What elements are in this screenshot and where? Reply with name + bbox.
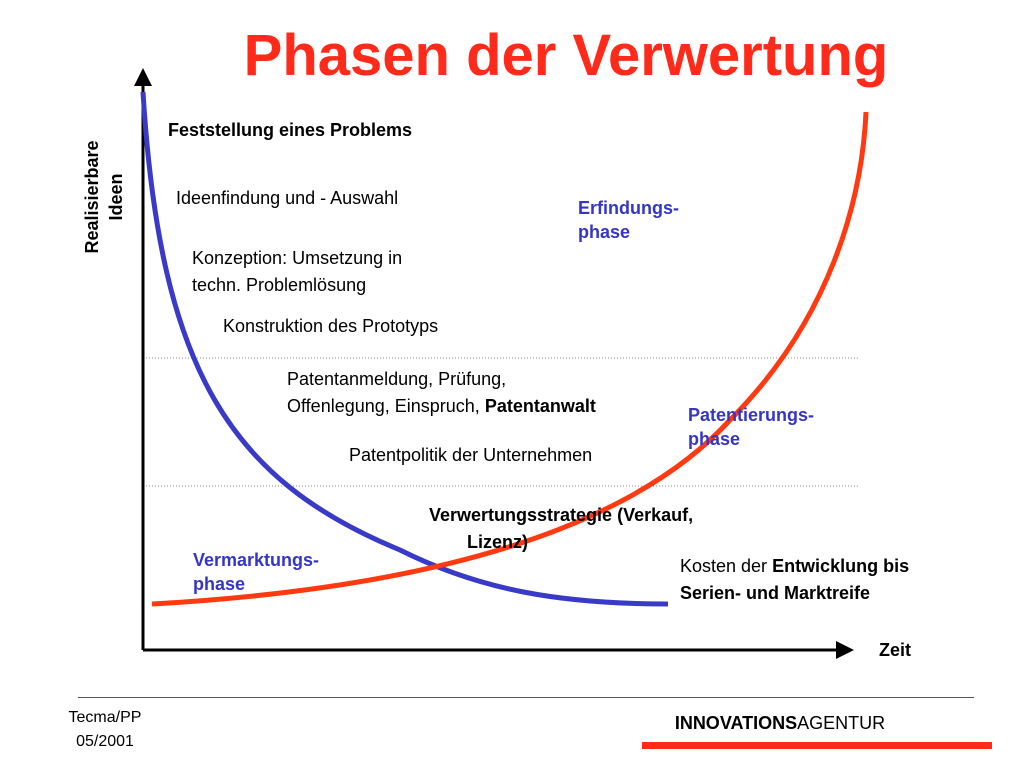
footer-brand-bold: INNOVATIONS (674, 713, 798, 733)
phase-patenting-line2: phase (688, 429, 741, 449)
step-conception: Konzeption: Umsetzung in techn. Probleml… (192, 245, 402, 299)
cost-curve (151, 111, 869, 607)
cost-label: Kosten der Entwicklung bis Serien- und M… (680, 553, 909, 607)
step-patent-line1: Patentanmeldung, Prüfung, (287, 369, 507, 389)
step-problem-identification: Feststellung eines Problems (168, 120, 413, 140)
step-patent-policy: Patentpolitik der Unternehmen (349, 445, 593, 465)
footer-brand-normal: AGENTUR (797, 713, 886, 733)
step-patent-line2: Offenlegung, Einspruch, Patentanwalt (287, 393, 596, 420)
phase-marketing-line2: phase (193, 574, 246, 594)
phase-marketing-line1: Vermarktungs- (193, 550, 320, 570)
y-axis-label-line1: Realisierbare (82, 140, 102, 254)
ideas-curve (140, 91, 669, 607)
step-idea-generation: Ideenfindung und - Auswahl (176, 188, 399, 208)
footer-divider (78, 697, 974, 698)
phase-invention: Erfindungs- phase (578, 196, 679, 244)
x-axis-label: Zeit (879, 640, 912, 660)
step-exploitation-strategy: Verwertungsstrategie (Verkauf, Lizenz) (429, 502, 693, 556)
step-conception-line1: Konzeption: Umsetzung in (192, 248, 403, 268)
phase-patenting-line1: Patentierungs- (688, 405, 815, 425)
cost-label-bold: Entwicklung bis (772, 556, 910, 576)
footer-source: Tecma/PP 05/2001 (30, 706, 180, 754)
step-conception-line2: techn. Problemlösung (192, 275, 367, 295)
step-patent-line2-text: Offenlegung, Einspruch, (287, 396, 485, 416)
step-patent-application: Patentanmeldung, Prüfung, Offenlegung, E… (287, 366, 596, 420)
phase-patenting: Patentierungs- phase (688, 403, 814, 451)
step-prototype: Konstruktion des Prototyps (223, 316, 439, 336)
phase-marketing: Vermarktungs- phase (193, 548, 319, 596)
footer-source-date: 05/2001 (76, 733, 134, 750)
y-axis-arrow (134, 68, 152, 86)
cost-label-line2: Serien- und Marktreife (680, 583, 871, 603)
cost-label-line1: Kosten der Entwicklung bis (680, 553, 909, 580)
y-axis-label: Realisierbare Ideen (80, 132, 130, 262)
footer-accent-bar (642, 742, 992, 749)
x-axis-arrow (836, 641, 854, 659)
step-patent-attorney: Patentanwalt (484, 396, 596, 416)
footer-brand: INNOVATIONSAGENTUR (640, 713, 920, 734)
step-strategy-line2: Lizenz) (467, 532, 528, 552)
slide-title: Phasen der Verwertung (243, 23, 889, 88)
phase-invention-line1: Erfindungs- (578, 198, 679, 218)
y-axis-label-line2: Ideen (106, 173, 126, 221)
step-strategy-line1: Verwertungsstrategie (Verkauf, (429, 505, 694, 525)
footer-source-line1: Tecma/PP (68, 709, 142, 726)
cost-label-text: Kosten der (680, 556, 773, 576)
phase-invention-line2: phase (578, 222, 631, 242)
